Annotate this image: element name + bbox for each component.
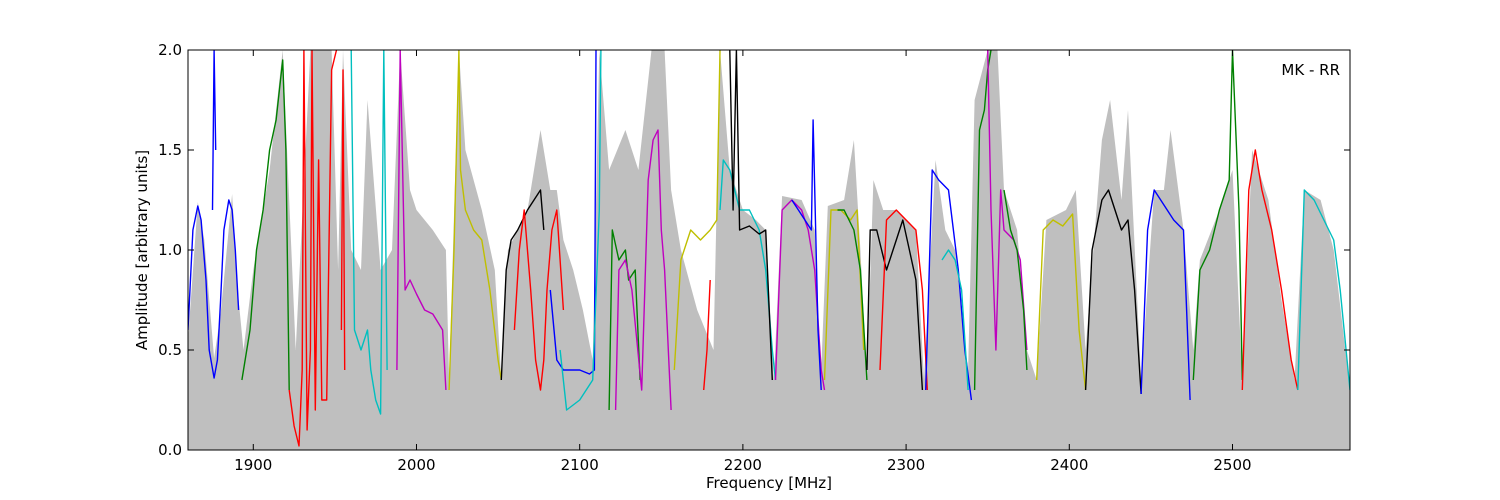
series-line-33 — [1241, 149, 1299, 391]
series-line-5 — [350, 50, 388, 415]
chart-annotation: MK - RR — [1281, 61, 1340, 79]
series-line-31 — [1140, 189, 1191, 401]
series-line-27 — [987, 50, 1028, 351]
series-line-21 — [837, 209, 868, 381]
series-line-1 — [211, 50, 217, 211]
series-line-7 — [448, 50, 502, 391]
series-line-30 — [1084, 189, 1142, 395]
series-line-15 — [703, 279, 711, 391]
y-tick-label: 0.0 — [158, 441, 182, 459]
series-line-22 — [866, 219, 924, 391]
y-tick-label: 2.0 — [158, 41, 182, 59]
series-line-13 — [614, 129, 672, 411]
x-tick-label: 1900 — [234, 456, 272, 474]
series-line-2 — [241, 59, 290, 391]
y-tick-label: 1.0 — [158, 241, 182, 259]
series-line-20 — [823, 209, 865, 381]
axis-ticks: 1900 2000 2100 2200 2300 2400 2500 0.0 0.5 1.0 1.5… — [158, 41, 1350, 474]
x-tick-label: 2200 — [724, 456, 762, 474]
y-tick-label: 1.5 — [158, 141, 182, 159]
series-line-17 — [729, 50, 773, 381]
series-line-25 — [941, 249, 969, 391]
x-tick-label: 2500 — [1213, 456, 1251, 474]
series-line-6 — [396, 50, 447, 391]
series-line-28 — [1003, 189, 1028, 371]
series-line-34 — [1297, 189, 1350, 391]
x-tick-label: 2000 — [397, 456, 435, 474]
series-line-23 — [879, 209, 928, 391]
x-tick-label: 2300 — [887, 456, 925, 474]
series-line-3 — [288, 50, 338, 447]
y-axis-label: Amplitude [arbitrary units] — [133, 150, 151, 350]
series-line-0 — [188, 199, 240, 379]
series-line-19 — [791, 119, 822, 391]
plot-data-area — [188, 50, 1350, 450]
series-line-29 — [1036, 213, 1087, 391]
x-axis-label: Frequency [MHz] — [706, 474, 832, 492]
x-tick-label: 2400 — [1050, 456, 1088, 474]
series-line-12 — [608, 229, 641, 411]
series-line-9 — [513, 209, 565, 391]
series-line-11 — [559, 50, 602, 411]
series-line-4 — [340, 69, 346, 371]
y-tick-label: 0.5 — [158, 341, 182, 359]
series-line-26 — [973, 50, 992, 391]
x-tick-label: 2100 — [561, 456, 599, 474]
series-line-14 — [673, 50, 721, 371]
series-line-10 — [549, 50, 597, 375]
envelope-area — [188, 50, 1350, 450]
series-line-32 — [1192, 50, 1243, 381]
